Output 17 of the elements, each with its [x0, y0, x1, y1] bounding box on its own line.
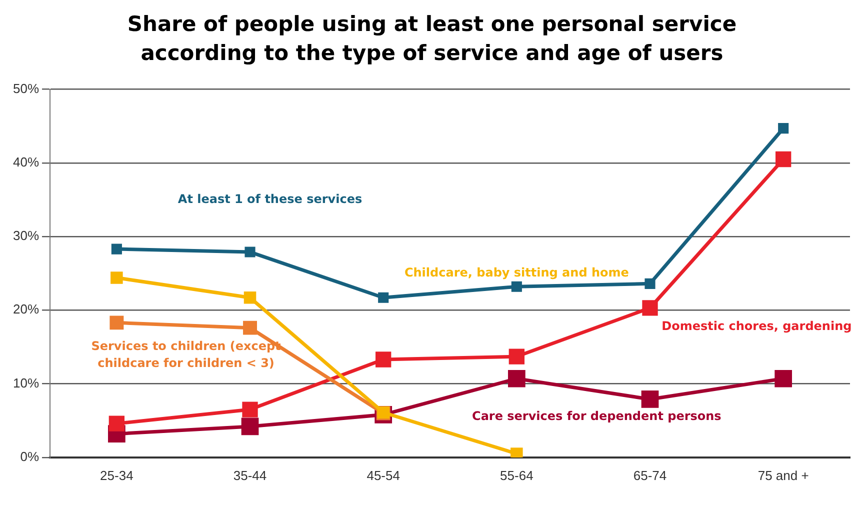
y-tick-label: 50%	[12, 80, 40, 96]
y-tick-label: 20%	[12, 302, 40, 317]
x-tick-label: 45-54	[366, 468, 400, 483]
series-label: Care services for dependent persons	[472, 409, 722, 424]
y-tick-label: 40%	[12, 154, 40, 170]
y-tick-label: 30%	[12, 228, 40, 244]
x-tick-label: 75 and +	[758, 468, 809, 483]
x-tick-label: 25-34	[100, 468, 134, 483]
x-tick-label: 35-44	[233, 468, 267, 483]
text: At least 1 of these services	[178, 192, 362, 206]
x-tick-label: 65-74	[633, 468, 667, 483]
chart-title: Share of people using at least one personal service according to the type of service and age of users	[126, 11, 738, 67]
series-label: Domestic chores, gardening	[662, 318, 852, 333]
x-tick-label: 55-64	[500, 468, 534, 483]
text: Childcare, baby sitting and home	[404, 265, 629, 280]
y-tick-label: 10%	[12, 375, 40, 390]
y-tick-label: 0%	[20, 448, 40, 464]
